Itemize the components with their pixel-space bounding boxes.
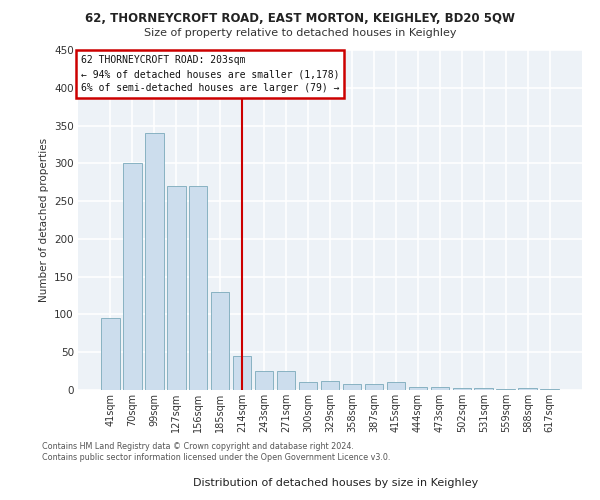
Bar [123,164,142,390]
Bar [167,186,185,390]
Bar [255,371,274,390]
Bar [496,389,515,390]
Text: 62, THORNEYCROFT ROAD, EAST MORTON, KEIGHLEY, BD20 5QW: 62, THORNEYCROFT ROAD, EAST MORTON, KEIG… [85,12,515,26]
Bar [343,384,361,390]
Text: Distribution of detached houses by size in Keighley: Distribution of detached houses by size … [193,478,479,488]
Bar [475,388,493,390]
Bar [386,382,405,390]
Text: Contains public sector information licensed under the Open Government Licence v3: Contains public sector information licen… [42,454,391,462]
Bar [320,381,340,390]
Bar [299,382,317,390]
Bar [365,384,383,390]
Bar [409,387,427,390]
Text: Contains HM Land Registry data © Crown copyright and database right 2024.: Contains HM Land Registry data © Crown c… [42,442,354,451]
Bar [101,318,119,390]
Y-axis label: Number of detached properties: Number of detached properties [38,138,49,302]
Bar [145,133,164,390]
Bar [452,388,471,390]
Bar [541,389,559,390]
Bar [431,387,449,390]
Bar [518,388,537,390]
Text: 62 THORNEYCROFT ROAD: 203sqm
← 94% of detached houses are smaller (1,178)
6% of : 62 THORNEYCROFT ROAD: 203sqm ← 94% of de… [80,55,339,93]
Bar [277,371,295,390]
Bar [189,186,208,390]
Text: Size of property relative to detached houses in Keighley: Size of property relative to detached ho… [144,28,456,38]
Bar [211,292,229,390]
Bar [233,356,251,390]
